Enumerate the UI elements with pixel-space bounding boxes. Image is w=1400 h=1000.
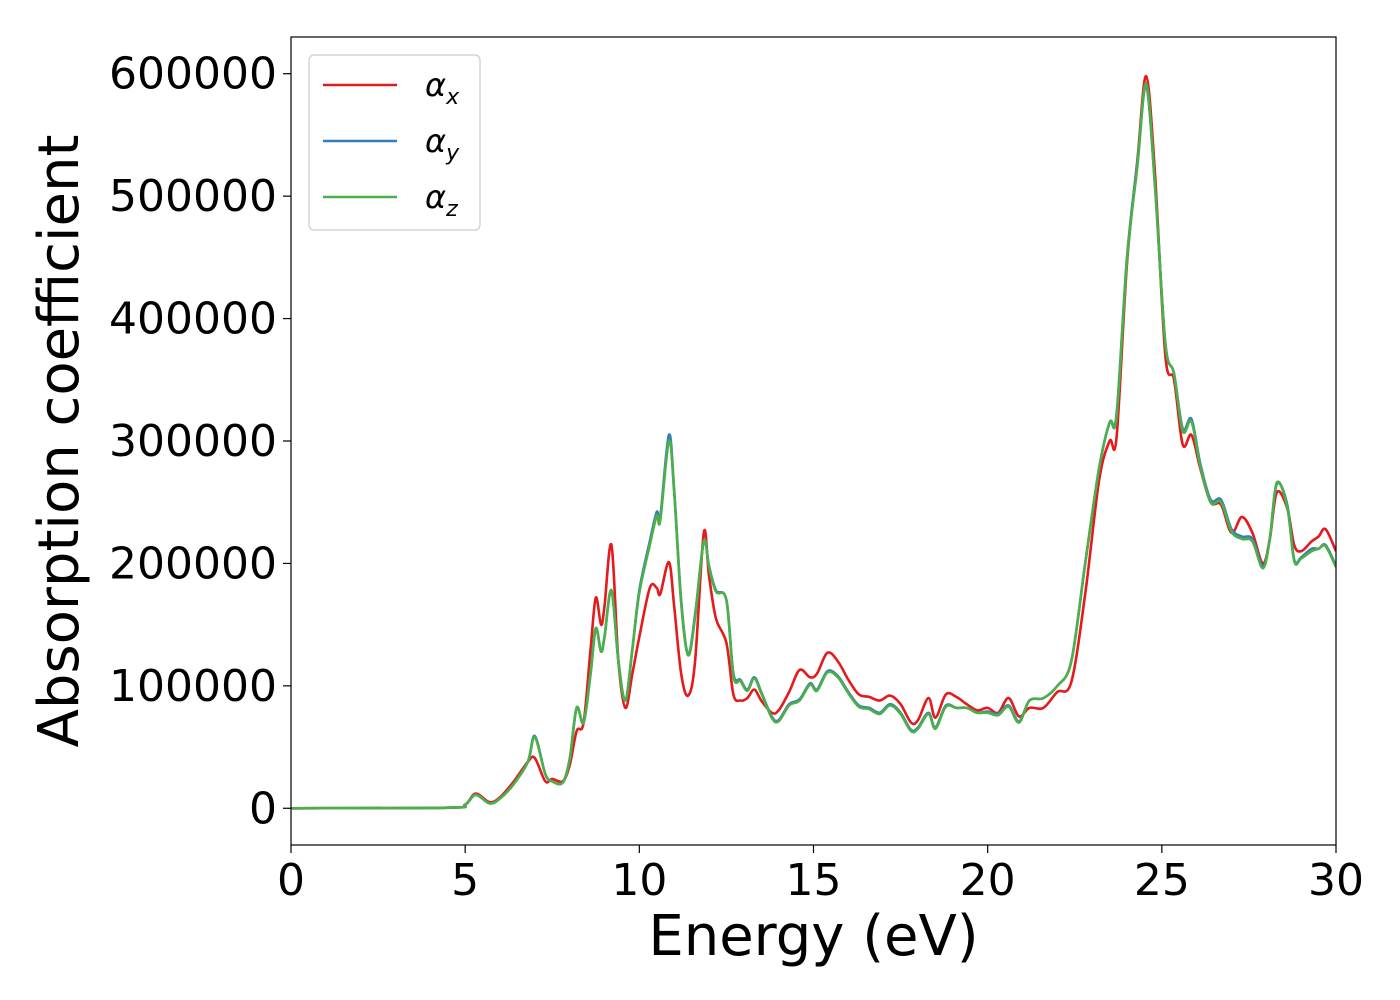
x-tick-label: 25 — [1134, 855, 1190, 906]
y-tick-label: 200000 — [109, 538, 277, 589]
x-tick-label: 10 — [611, 855, 667, 906]
x-tick-label: 5 — [451, 855, 479, 906]
x-tick-label: 20 — [960, 855, 1016, 906]
x-axis-title: Energy (eV) — [648, 904, 978, 969]
y-tick-label: 400000 — [109, 294, 277, 345]
y-tick-label: 300000 — [109, 416, 277, 467]
x-tick-label: 0 — [277, 855, 305, 906]
y-tick-label: 500000 — [109, 171, 277, 222]
legend-label-x: αx — [425, 66, 460, 110]
legend-box — [308, 54, 481, 231]
y-axis-ticks: 0 100000 200000 300000 400000 500000 600000 — [109, 49, 291, 834]
x-tick-label: 15 — [786, 855, 842, 906]
x-tick-label: 30 — [1308, 855, 1364, 906]
series-line-x — [291, 74, 1336, 810]
y-tick-label: 100000 — [109, 661, 277, 712]
y-tick-label: 0 — [249, 783, 277, 834]
y-axis-title: Absorption coefficient — [27, 135, 92, 748]
legend: αx αy αz — [308, 54, 481, 231]
plot-area — [291, 74, 1336, 810]
series-line-z — [291, 82, 1336, 810]
y-tick-label: 600000 — [109, 49, 277, 100]
x-axis-ticks: 0 5 10 15 20 25 30 — [277, 845, 1364, 906]
legend-label-y: αy — [425, 122, 460, 166]
legend-label-z: αz — [425, 178, 458, 222]
